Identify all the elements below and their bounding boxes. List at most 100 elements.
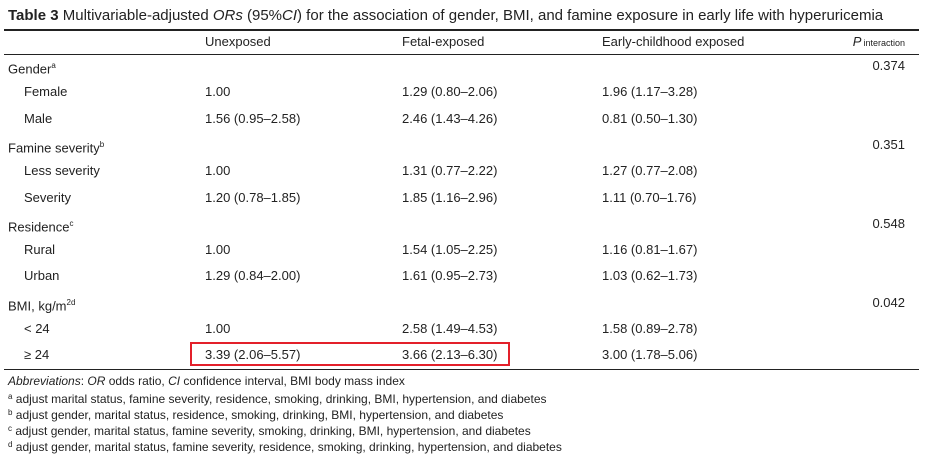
cell-early: 1.16 (0.81–1.67) bbox=[602, 242, 698, 258]
header-early: Early-childhood exposed bbox=[602, 34, 745, 49]
footnote-text: adjust gender, marital status, residence… bbox=[12, 408, 504, 422]
cell-fetal: 1.54 (1.05–2.25) bbox=[402, 242, 498, 258]
cell-p-interaction: 0.042 bbox=[872, 294, 905, 310]
row-label-text: Gender bbox=[8, 61, 52, 77]
row-label-text: Famine severity bbox=[8, 140, 100, 156]
row-label-text: ≥ 24 bbox=[24, 347, 50, 363]
footnote-text: adjust marital status, famine severity, … bbox=[12, 392, 547, 406]
cell-unexposed: 1.00 bbox=[205, 163, 231, 179]
cell-unexposed: 1.29 (0.84–2.00) bbox=[205, 268, 301, 284]
title-text: Multivariable-adjusted bbox=[62, 7, 213, 24]
table-row: BMI, kg/m2d 0.042 bbox=[0, 295, 925, 315]
row-label: Famine severityb bbox=[8, 137, 104, 156]
cell-fetal: 1.61 (0.95–2.73) bbox=[402, 268, 498, 284]
title-or: ORs bbox=[212, 7, 243, 24]
abbr-text: odds ratio, bbox=[105, 374, 169, 388]
abbreviations-note: Abbreviations: OR odds ratio, CI confide… bbox=[8, 374, 405, 388]
table-row: Severity 1.20 (0.78–1.85) 1.85 (1.16–2.96)… bbox=[0, 190, 925, 210]
table-row: Female 1.00 1.29 (0.80–2.06) 1.96 (1.17–3.2… bbox=[0, 84, 925, 104]
table-row: < 24 1.00 2.58 (1.49–4.53) 1.58 (0.89–2.78) bbox=[0, 321, 925, 341]
cell-unexposed: 1.20 (0.78–1.85) bbox=[205, 189, 301, 205]
cell-unexposed: 1.00 bbox=[205, 321, 231, 336]
cell-fetal: 1.29 (0.80–2.06) bbox=[402, 84, 498, 100]
title-text: ) for the association of gender, BMI, an… bbox=[297, 7, 884, 24]
p-label: P bbox=[852, 34, 862, 49]
row-label-text: Female bbox=[24, 84, 68, 100]
footnote-mark: a bbox=[8, 392, 13, 401]
footnote-mark: b bbox=[99, 139, 105, 149]
cell-unexposed: 1.00 bbox=[205, 242, 231, 258]
row-label: Residencec bbox=[8, 216, 73, 235]
footnote-mark: 2d bbox=[66, 297, 76, 307]
title-ci: CI bbox=[282, 7, 298, 24]
row-label: ≥ 24 bbox=[24, 347, 49, 363]
cell-fetal: 2.58 (1.49–4.53) bbox=[402, 321, 498, 336]
abbr-or: OR bbox=[87, 374, 106, 388]
header-row: Unexposed Fetal-exposed Early-childhood … bbox=[0, 34, 925, 54]
row-label: Male bbox=[24, 111, 52, 127]
row-label-text: < 24 bbox=[24, 321, 50, 336]
cell-early: 0.81 (0.50–1.30) bbox=[602, 110, 698, 126]
table-row: Gendera 0.374 bbox=[0, 58, 925, 78]
table-row: Residencec 0.548 bbox=[0, 216, 925, 236]
footnote-mark: a bbox=[51, 61, 56, 70]
cell-p-interaction: 0.548 bbox=[872, 215, 905, 231]
footnote-mark: b bbox=[8, 408, 13, 417]
row-label: Severity bbox=[24, 190, 71, 206]
cell-unexposed: 1.00 bbox=[205, 84, 231, 100]
row-label: Urban bbox=[24, 268, 59, 284]
row-label-text: Urban bbox=[24, 268, 60, 284]
table-row: Male 1.56 (0.95–2.58) 2.46 (1.43–4.26) 0.81… bbox=[0, 111, 925, 131]
cell-fetal: 3.66 (2.13–6.30) bbox=[402, 347, 498, 363]
p-sub: interaction bbox=[863, 38, 905, 48]
abbr-label: Abbreviations bbox=[8, 374, 81, 388]
footnote-text: adjust gender, marital status, famine se… bbox=[12, 424, 531, 438]
cell-early: 1.58 (0.89–2.78) bbox=[602, 321, 698, 336]
cell-early: 3.00 (1.78–5.06) bbox=[602, 347, 698, 363]
row-label: Rural bbox=[24, 242, 55, 258]
table-row: ≥ 24 3.39 (2.06–5.57) 3.66 (2.13–6.30) 3.00… bbox=[0, 347, 925, 367]
row-label: Gendera bbox=[8, 58, 56, 77]
row-label-text: Severity bbox=[24, 189, 71, 205]
cell-unexposed: 3.39 (2.06–5.57) bbox=[205, 347, 301, 363]
table-row: Less severity 1.00 1.31 (0.77–2.22) 1.27 (0… bbox=[0, 163, 925, 183]
cell-fetal: 1.31 (0.77–2.22) bbox=[402, 163, 498, 179]
table-row: Rural 1.00 1.54 (1.05–2.25) 1.16 (0.81–1.67… bbox=[0, 242, 925, 262]
table-row: Urban 1.29 (0.84–2.00) 1.61 (0.95–2.73) 1.0… bbox=[0, 268, 925, 288]
row-label: Female bbox=[24, 84, 67, 100]
table-row: Famine severityb 0.351 bbox=[0, 137, 925, 157]
cell-early: 1.27 (0.77–2.08) bbox=[602, 163, 698, 179]
row-label-text: Male bbox=[24, 110, 53, 126]
abbr-ci: CI bbox=[168, 374, 181, 388]
footnote-text: adjust gender, marital status, famine se… bbox=[12, 440, 562, 454]
cell-early: 1.11 (0.70–1.76) bbox=[602, 189, 697, 205]
table-number: Table 3 bbox=[8, 7, 59, 24]
cell-fetal: 2.46 (1.43–4.26) bbox=[402, 110, 498, 126]
bottom-rule bbox=[4, 369, 919, 370]
cell-fetal: 1.85 (1.16–2.96) bbox=[402, 189, 498, 205]
title-text: (95% bbox=[242, 7, 283, 24]
row-label-text: Less severity bbox=[24, 163, 100, 179]
footnote-c: c adjust gender, marital status, famine … bbox=[8, 422, 531, 438]
footnote-mark: d bbox=[8, 440, 13, 449]
header-rule bbox=[4, 54, 919, 55]
cell-early: 1.03 (0.62–1.73) bbox=[602, 268, 698, 284]
highlight-box bbox=[190, 342, 510, 366]
abbr-text: confidence interval, BMI body mass index bbox=[180, 374, 405, 388]
header-fetal: Fetal-exposed bbox=[402, 34, 485, 49]
cell-p-interaction: 0.351 bbox=[872, 136, 905, 152]
footnote-mark: c bbox=[69, 218, 74, 228]
row-label: BMI, kg/m2d bbox=[8, 295, 75, 314]
footnote-a: a adjust marital status, famine severity… bbox=[8, 390, 547, 406]
row-label-text: BMI, kg/m bbox=[8, 298, 67, 314]
row-label-text: Residence bbox=[8, 219, 70, 235]
cell-p-interaction: 0.374 bbox=[872, 58, 905, 73]
cell-early: 1.96 (1.17–3.28) bbox=[602, 84, 698, 100]
cell-unexposed: 1.56 (0.95–2.58) bbox=[205, 110, 301, 126]
row-label-text: Rural bbox=[24, 242, 56, 258]
row-label: Less severity bbox=[24, 163, 100, 179]
footnote-b: b adjust gender, marital status, residen… bbox=[8, 406, 503, 422]
footnote-d: d adjust gender, marital status, famine … bbox=[8, 438, 562, 454]
header-unexposed: Unexposed bbox=[205, 34, 271, 49]
